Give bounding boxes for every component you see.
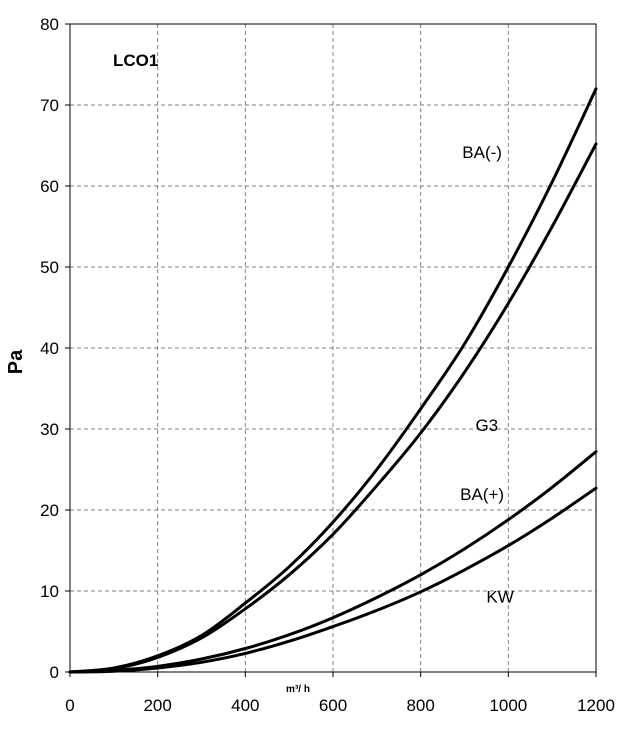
x-tick-label: 200 xyxy=(143,696,171,715)
y-tick-label: 50 xyxy=(40,258,59,277)
y-tick-label: 40 xyxy=(40,339,59,358)
x-tick-label: 1200 xyxy=(577,696,615,715)
x-tick-label: 400 xyxy=(231,696,259,715)
y-tick-labels: 0 10 20 30 40 50 60 70 80 xyxy=(40,15,59,682)
y-tick-label: 20 xyxy=(40,501,59,520)
x-tick-label: 800 xyxy=(406,696,434,715)
x-tick-labels: 0 200 400 600 800 1000 1200 xyxy=(65,696,615,715)
series-line-ba xyxy=(68,450,598,674)
y-tick-label: 30 xyxy=(40,420,59,439)
x-axis-label: m³/ h xyxy=(286,684,310,695)
x-tick-label: 600 xyxy=(319,696,347,715)
y-tick-label: 60 xyxy=(40,177,59,196)
x-tick-label: 0 xyxy=(65,696,74,715)
series-line-g3 xyxy=(68,142,598,674)
axes xyxy=(65,23,597,677)
curve-label: KW xyxy=(486,588,513,607)
plot-frame xyxy=(69,23,597,673)
series-curves xyxy=(68,87,598,674)
curve-label: BA(+) xyxy=(460,485,504,504)
curve-label: BA(-) xyxy=(462,143,502,162)
y-tick-label: 70 xyxy=(40,96,59,115)
y-tick-label: 10 xyxy=(40,582,59,601)
y-tick-label: 80 xyxy=(40,15,59,34)
series-line-kw xyxy=(68,486,598,674)
chart-title: LCO1 xyxy=(113,51,158,70)
y-tick-label: 0 xyxy=(50,663,59,682)
x-tick-label: 1000 xyxy=(489,696,527,715)
grid-lines xyxy=(70,24,596,672)
curve-label: G3 xyxy=(475,416,498,435)
y-axis-label: Pa xyxy=(5,349,27,374)
series-line-ba xyxy=(68,87,598,674)
curve-labels: BA(-) G3 BA(+) KW xyxy=(460,143,514,607)
